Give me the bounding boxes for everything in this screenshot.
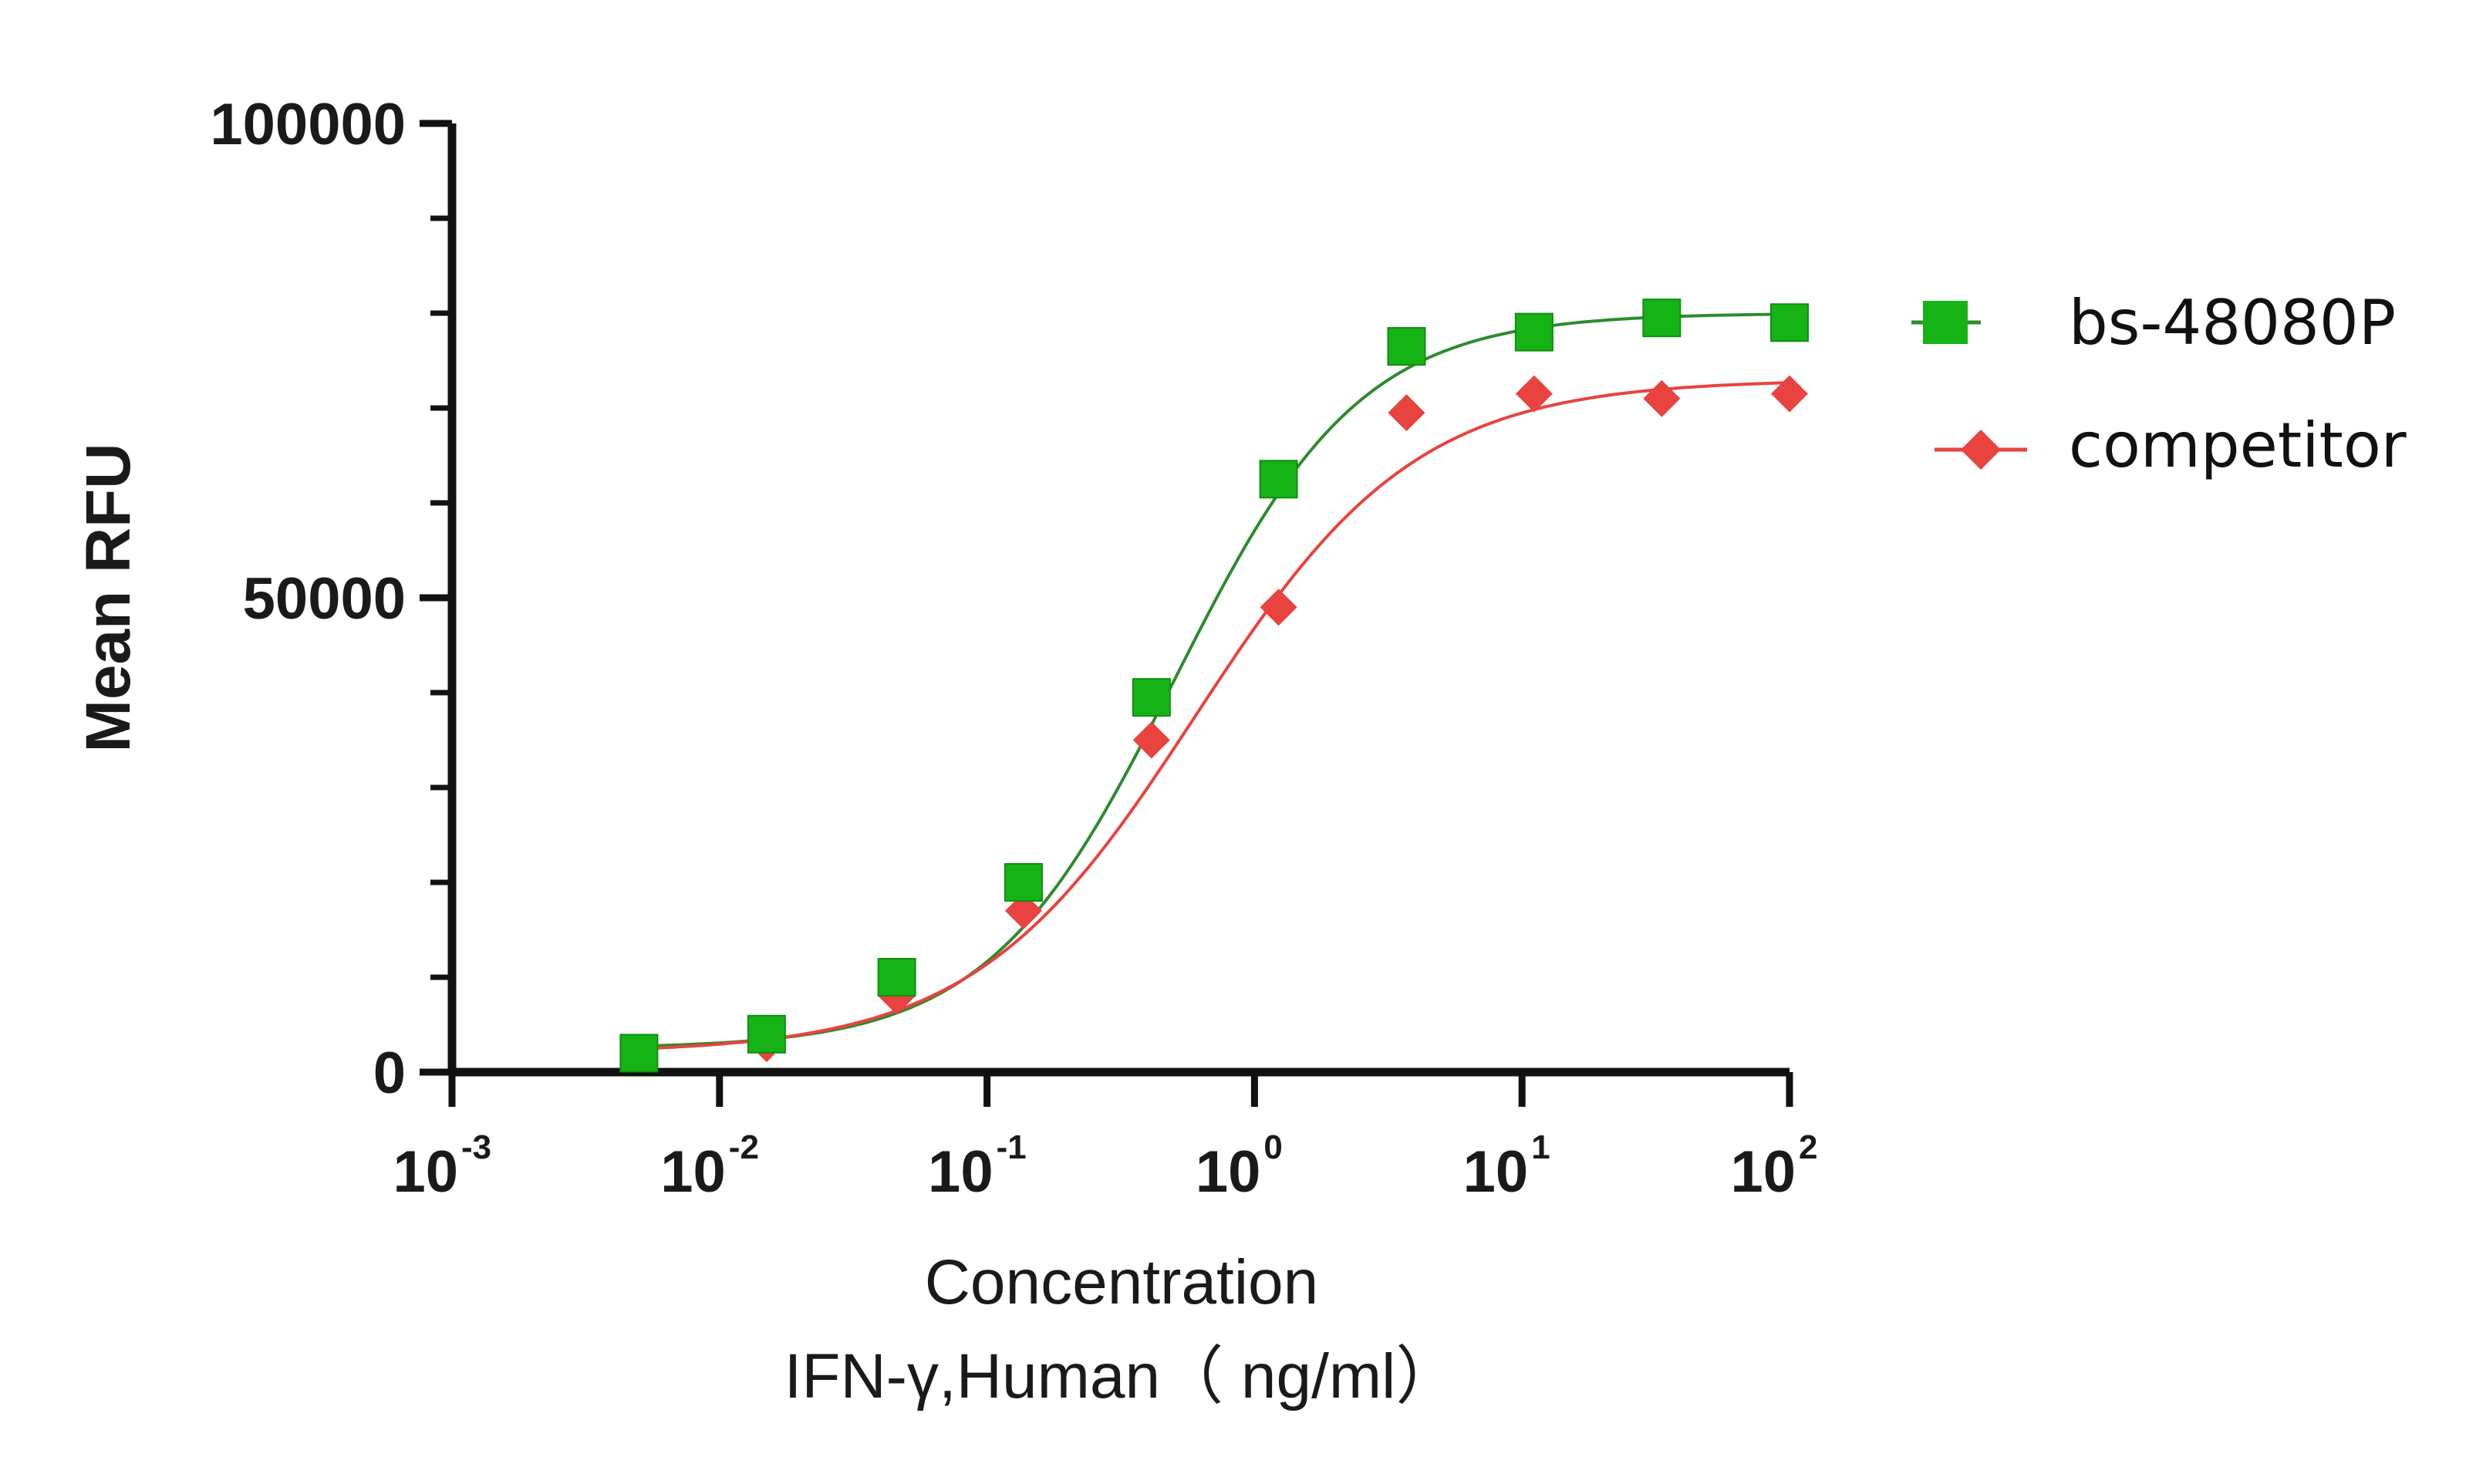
x-tick-label: 10 1 <box>1463 1128 1550 1205</box>
x-axis-title: Concentration <box>925 1247 1319 1317</box>
data-point-square <box>1004 863 1044 902</box>
fit-curve-competitor <box>636 381 1790 1051</box>
data-point-diamond <box>1771 375 1808 413</box>
data-point-diamond <box>1132 721 1170 759</box>
x-tick-label: 10 -3 <box>393 1128 491 1205</box>
data-point-diamond <box>1643 379 1681 417</box>
data-point-diamond <box>1260 589 1297 626</box>
x-tick-label-exponent: -3 <box>461 1128 491 1166</box>
data-point-square <box>619 1034 659 1073</box>
x-tick-label-exponent: 0 <box>1263 1128 1282 1166</box>
x-tick-label: 10 -2 <box>660 1128 759 1205</box>
data-point-diamond <box>1388 394 1425 432</box>
data-point-square <box>1387 327 1426 366</box>
y-ticks: 0 50000 100000 <box>210 92 452 1106</box>
y-axis-title: Mean RFU <box>73 444 143 753</box>
x-tick-label: 10 2 <box>1730 1128 1817 1205</box>
legend-marker-square <box>1923 301 1968 344</box>
data-point-square <box>1259 460 1298 499</box>
x-axis-subtitle: IFN-γ,Human（ ng/ml） <box>784 1341 1459 1411</box>
y-tick-label: 0 <box>373 1040 406 1106</box>
x-tick-label: 10 0 <box>1196 1128 1283 1205</box>
x-tick-label-exponent: 1 <box>1531 1128 1550 1166</box>
data-point-square <box>1132 678 1171 717</box>
y-tick-label: 100000 <box>210 92 406 157</box>
x-tick-label-exponent: -1 <box>997 1128 1027 1166</box>
x-tick-label-base: 10 <box>1463 1139 1529 1205</box>
x-tick-label-base: 10 <box>660 1139 726 1205</box>
x-tick-label-base: 10 <box>393 1139 458 1205</box>
x-tick-label-base: 10 <box>1730 1139 1796 1205</box>
fit-curves <box>636 312 1790 1051</box>
y-tick-label: 50000 <box>243 566 406 632</box>
legend-label-competitor: competitor <box>2069 410 2407 481</box>
x-tick-label-base: 10 <box>928 1139 993 1205</box>
legend: bs-48080P competitor <box>1911 287 2407 481</box>
data-point-square <box>1514 312 1553 352</box>
data-point-square <box>1770 303 1809 342</box>
legend-item-competitor: competitor <box>1935 410 2407 481</box>
fit-curve-bs-48080P <box>636 312 1790 1048</box>
x-ticks: 10 -3 10 -2 10 -1 10 0 10 1 10 2 <box>393 1072 1817 1205</box>
data-point-square <box>877 958 916 997</box>
x-tick-label-exponent: 2 <box>1799 1128 1817 1166</box>
legend-item-bs-48080P: bs-48080P <box>1911 287 2396 359</box>
legend-label-bs-48080P: bs-48080P <box>2069 287 2396 359</box>
x-tick-label-base: 10 <box>1196 1139 1261 1205</box>
data-point-diamond <box>1515 375 1553 413</box>
data-point-square <box>747 1014 786 1054</box>
x-tick-label-exponent: -2 <box>729 1128 759 1166</box>
x-tick-label: 10 -1 <box>928 1128 1027 1205</box>
legend-marker-diamond <box>1961 430 2001 470</box>
data-points <box>619 298 1809 1073</box>
data-point-square <box>1642 298 1682 338</box>
